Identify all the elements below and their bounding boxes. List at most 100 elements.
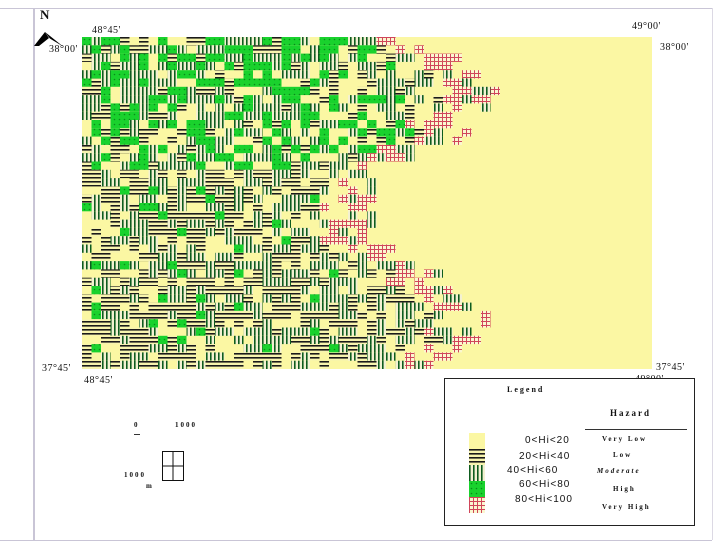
map-cell xyxy=(319,161,329,170)
map-cell xyxy=(395,261,405,270)
map-cell xyxy=(82,360,92,369)
map-cell xyxy=(319,37,329,46)
map-cell xyxy=(357,252,367,262)
map-cell xyxy=(395,95,405,104)
map-cell xyxy=(291,360,301,369)
map-cell xyxy=(281,86,291,96)
map-cell xyxy=(243,169,253,179)
map-cell xyxy=(186,53,196,62)
map-cell xyxy=(433,128,443,137)
map-cell xyxy=(367,178,377,187)
map-cell xyxy=(443,335,453,345)
map-cell xyxy=(215,219,225,228)
map-cell xyxy=(253,310,263,320)
map-cell xyxy=(329,269,339,278)
map-cell xyxy=(338,161,348,170)
map-cell xyxy=(338,310,348,320)
map-cell xyxy=(205,120,215,129)
map-cell xyxy=(319,294,329,303)
map-cell xyxy=(310,53,320,62)
map-cell xyxy=(405,269,415,278)
map-cell xyxy=(262,310,272,320)
map-cell xyxy=(186,261,196,270)
map-cell xyxy=(167,219,177,228)
map-cell xyxy=(348,203,358,212)
map-cell xyxy=(414,128,424,137)
map-cell xyxy=(129,86,139,96)
map-cell xyxy=(177,319,187,328)
map-cell xyxy=(281,335,291,345)
legend-swatch-very-high xyxy=(469,497,485,513)
map-cell xyxy=(433,103,443,112)
scale-grid-icon xyxy=(162,451,184,481)
map-cell xyxy=(386,61,396,71)
map-cell xyxy=(186,211,196,220)
map-cell xyxy=(167,277,177,286)
map-cell xyxy=(424,136,434,145)
map-cell xyxy=(338,327,348,336)
map-cell xyxy=(186,128,196,137)
legend-swatch-low xyxy=(469,449,485,465)
map-cell xyxy=(357,95,367,104)
map-cell xyxy=(215,136,225,145)
map-cell xyxy=(253,360,263,369)
map-cell xyxy=(452,294,462,303)
map-cell xyxy=(148,227,158,237)
map-cell xyxy=(215,302,225,311)
map-cell xyxy=(234,302,244,311)
map-cell xyxy=(452,344,462,353)
map-cell xyxy=(120,169,130,179)
map-cell xyxy=(139,136,149,145)
map-cell xyxy=(272,45,282,54)
map-cell xyxy=(158,244,168,253)
map-cell xyxy=(310,203,320,212)
map-cell xyxy=(262,327,272,336)
map-cell xyxy=(129,302,139,311)
map-cell xyxy=(395,86,405,96)
map-cell xyxy=(357,335,367,345)
map-cell xyxy=(481,310,491,320)
map-cell xyxy=(376,61,386,71)
map-cell xyxy=(120,95,130,104)
map-cell xyxy=(405,153,415,162)
map-cell xyxy=(129,310,139,320)
map-cell xyxy=(367,219,377,228)
map-cell xyxy=(234,103,244,112)
map-cell xyxy=(243,227,253,237)
map-cell xyxy=(148,186,158,195)
map-cell xyxy=(310,261,320,270)
legend-swatch-high xyxy=(469,481,485,497)
map-cell xyxy=(443,302,453,311)
map-cell xyxy=(243,37,253,46)
map-cell xyxy=(101,194,111,203)
map-cell xyxy=(329,61,339,71)
map-cell xyxy=(338,227,348,237)
map-cell xyxy=(167,86,177,96)
map-cell xyxy=(281,37,291,46)
map-cell xyxy=(101,53,111,62)
map-cell xyxy=(357,344,367,353)
map-cell xyxy=(91,86,101,96)
map-cell xyxy=(224,53,234,62)
map-cell xyxy=(443,327,453,336)
map-cell xyxy=(253,219,263,228)
map-cell xyxy=(291,45,301,54)
map-cell xyxy=(348,128,358,137)
map-cell xyxy=(395,111,405,120)
map-cell xyxy=(177,269,187,278)
map-cell xyxy=(481,319,491,328)
map-cell xyxy=(186,252,196,262)
map-cell xyxy=(281,302,291,311)
map-cell xyxy=(101,244,111,253)
map-cell xyxy=(205,144,215,154)
legend-class-high: High xyxy=(613,485,636,493)
map-cell xyxy=(120,236,130,245)
map-cell xyxy=(120,194,130,203)
map-cell xyxy=(310,211,320,220)
map-cell xyxy=(158,335,168,345)
map-cell xyxy=(148,252,158,262)
map-cell xyxy=(253,194,263,203)
map-cell xyxy=(167,344,177,353)
map-cell xyxy=(101,335,111,345)
map-cell xyxy=(367,45,377,54)
